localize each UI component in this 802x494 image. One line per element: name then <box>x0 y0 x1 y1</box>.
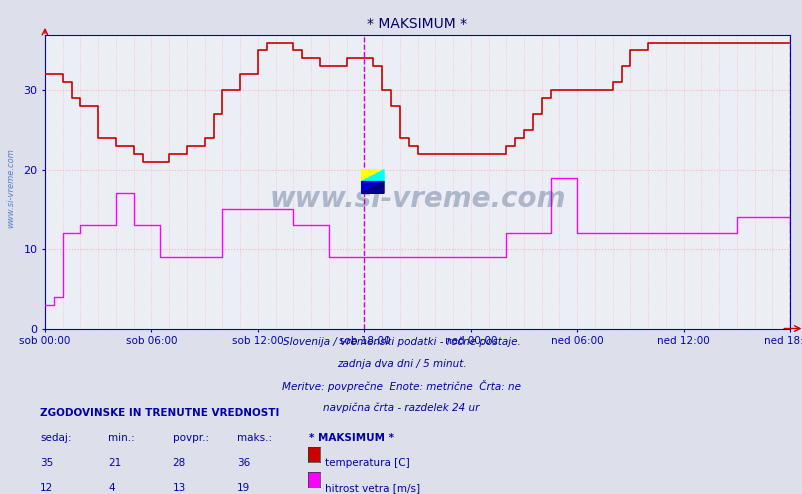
Text: min.:: min.: <box>108 433 135 443</box>
Text: zadnja dva dni / 5 minut.: zadnja dva dni / 5 minut. <box>336 359 466 369</box>
Text: ZGODOVINSKE IN TRENUTNE VREDNOSTI: ZGODOVINSKE IN TRENUTNE VREDNOSTI <box>40 408 279 417</box>
Text: maks.:: maks.: <box>237 433 272 443</box>
Text: 12: 12 <box>40 483 54 493</box>
Text: 35: 35 <box>40 458 54 468</box>
Text: hitrost vetra [m/s]: hitrost vetra [m/s] <box>325 483 419 493</box>
Text: 4: 4 <box>108 483 115 493</box>
Polygon shape <box>361 170 383 182</box>
Text: Meritve: povprečne  Enote: metrične  Črta: ne: Meritve: povprečne Enote: metrične Črta:… <box>282 380 520 392</box>
Text: temperatura [C]: temperatura [C] <box>325 458 410 468</box>
Text: * MAKSIMUM *: * MAKSIMUM * <box>309 433 394 443</box>
Text: 19: 19 <box>237 483 250 493</box>
Text: www.si-vreme.com: www.si-vreme.com <box>6 148 15 228</box>
Text: 21: 21 <box>108 458 122 468</box>
Polygon shape <box>361 182 383 193</box>
Text: povpr.:: povpr.: <box>172 433 209 443</box>
Text: navpična črta - razdelek 24 ur: navpična črta - razdelek 24 ur <box>323 402 479 412</box>
Text: 36: 36 <box>237 458 250 468</box>
Text: sedaj:: sedaj: <box>40 433 71 443</box>
Text: 28: 28 <box>172 458 186 468</box>
Text: Slovenija / vremenski podatki - ročne postaje.: Slovenija / vremenski podatki - ročne po… <box>282 337 520 347</box>
Polygon shape <box>361 182 383 193</box>
Text: www.si-vreme.com: www.si-vreme.com <box>269 185 565 213</box>
Title: * MAKSIMUM *: * MAKSIMUM * <box>367 17 467 31</box>
Polygon shape <box>361 170 383 182</box>
Text: 13: 13 <box>172 483 186 493</box>
